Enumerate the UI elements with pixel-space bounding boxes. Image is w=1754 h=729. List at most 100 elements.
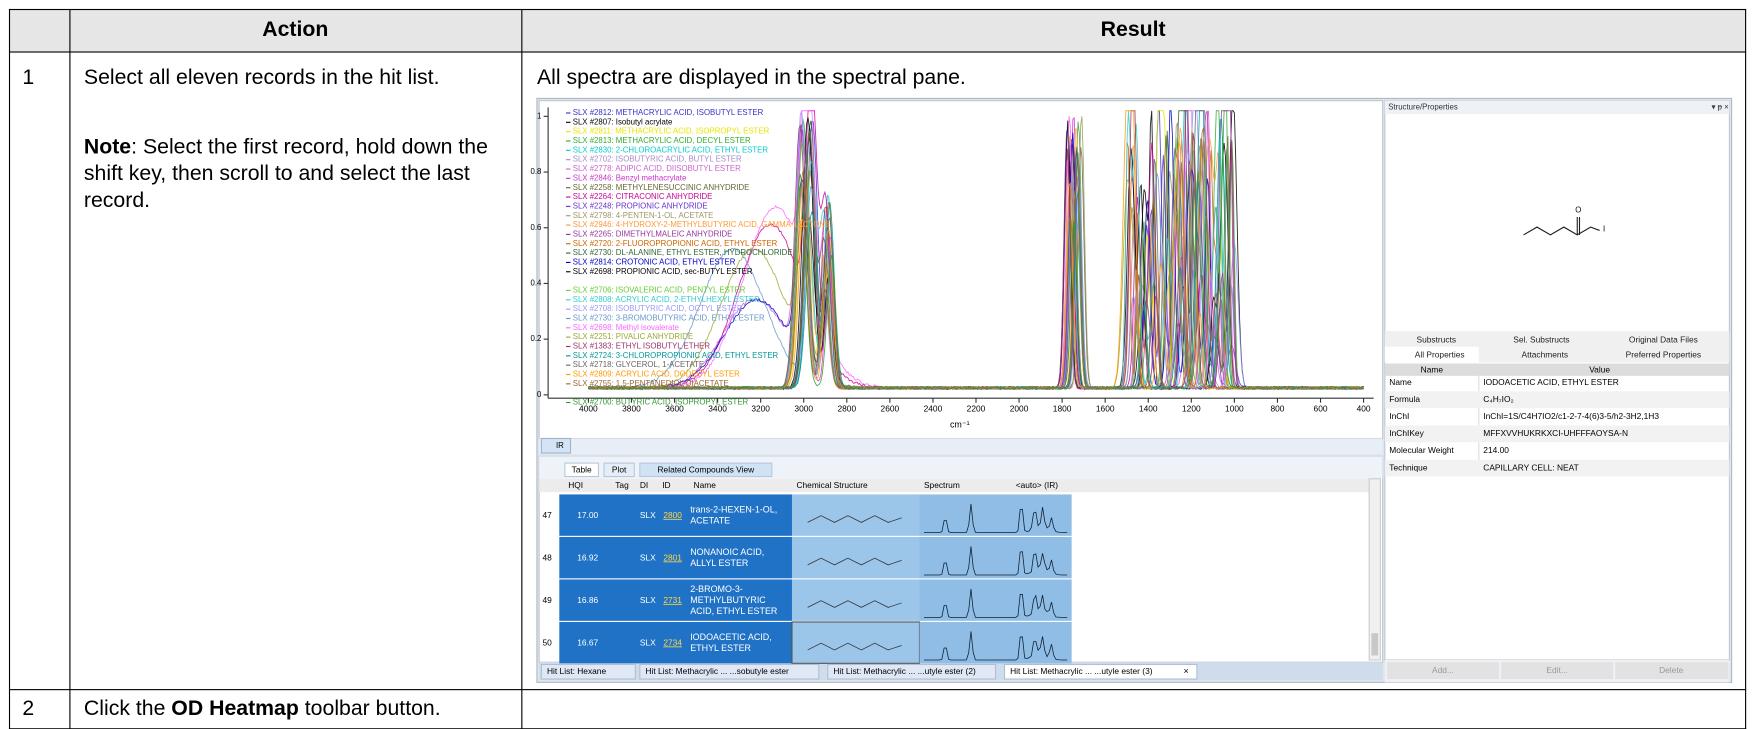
legend-label: SLX #2809: ACRYLIC ACID, DODECYL ESTER xyxy=(573,370,740,379)
button-name: OD Heatmap xyxy=(171,696,299,721)
tab-bg xyxy=(1003,663,1198,680)
x-tick-label: 4000 xyxy=(579,404,598,414)
source: SLX xyxy=(640,510,656,520)
tab: Related Compounds View xyxy=(658,465,756,475)
property-value: MFFXVVHUKRKXCI-UHFFFAOYSA-N xyxy=(1483,428,1628,438)
note-label: Note xyxy=(83,135,132,159)
tab: IR xyxy=(556,441,564,450)
compound-name: 2-BROMO-3-METHYLBUTYRIC ACID, ETHYL ESTE… xyxy=(690,583,778,617)
header-bg xyxy=(8,8,1746,52)
border xyxy=(69,8,71,729)
x-tick-label: 1600 xyxy=(1096,404,1115,414)
hqi: 17.00 xyxy=(577,510,598,520)
row-number: 47 xyxy=(543,510,553,520)
legend-label: SLX #2706: ISOVALERIC ACID, PENTYL ESTER xyxy=(573,286,746,295)
hqi: 16.67 xyxy=(577,637,598,647)
spectrum-thumbnail xyxy=(923,503,1068,533)
record-id: 2734 xyxy=(663,637,682,647)
y-tick-label: 0.4 xyxy=(531,279,543,288)
close-button[interactable]: × xyxy=(1184,666,1189,676)
text: Click the xyxy=(83,696,172,721)
legend-label: SLX #2718: GLYCEROL, 1-ACETATE xyxy=(573,360,704,369)
legend-label: SLX #2702: ISOBUTYRIC ACID, BUTYL ESTER xyxy=(573,155,742,164)
structure-drawing xyxy=(807,600,902,608)
y-tick-label: 0 xyxy=(537,390,542,399)
property-value: 214.00 xyxy=(1483,445,1509,455)
property-name: Formula xyxy=(1389,394,1420,404)
record-id: 2801 xyxy=(663,552,682,562)
tab: Table xyxy=(572,465,592,475)
text: toolbar button. xyxy=(298,696,441,721)
structure-drawing xyxy=(807,642,902,651)
row-number: 50 xyxy=(543,637,553,647)
atom-label: O xyxy=(1575,205,1581,214)
row-bg xyxy=(1384,391,1730,409)
action-text: Select all eleven records in the hit lis… xyxy=(83,65,440,90)
x-tick-label: 3400 xyxy=(708,404,727,414)
x-tick-label: 400 xyxy=(1357,404,1371,414)
y-tick-label: 0.8 xyxy=(531,167,543,176)
tab-bg xyxy=(639,462,773,478)
row-cell xyxy=(559,579,792,621)
atom-label: I xyxy=(1603,224,1605,233)
y-tick-label: 0.6 xyxy=(531,223,543,232)
compound-name: trans-2-HEXEN-1-OL, ACETATE xyxy=(690,504,778,526)
note-text: : Select the first record, hold down the… xyxy=(83,135,488,213)
legend-label: SLX #2730: 3-BROMOBUTYRIC ACID, ETHYL ES… xyxy=(573,314,765,323)
tab-bg xyxy=(603,462,635,478)
row-cell xyxy=(559,494,792,536)
x-tick-label: 800 xyxy=(1270,404,1284,414)
x-tick-label: 2000 xyxy=(1010,404,1029,414)
legend-label: SLX #2730: DL-ALANINE, ETHYL ESTER, HYDR… xyxy=(573,248,793,257)
y-tick-label: 0.2 xyxy=(531,334,542,343)
x-tick-label: 2600 xyxy=(881,404,900,414)
legend-label: SLX #2708: ISOBUTYRIC ACID, OCTYL ESTER xyxy=(573,304,743,313)
legend-label: SLX #2807: Isobutyl acrylate xyxy=(573,117,673,126)
x-tick-label: 3200 xyxy=(751,404,770,414)
x-tick-label: 2200 xyxy=(967,404,986,414)
action-text: Click the OD Heatmap toolbar button. xyxy=(84,696,441,723)
legend-label: SLX #2265: DIMETHYLMALEIC ANHYDRIDE xyxy=(573,229,733,238)
column-header: Result xyxy=(1100,17,1166,42)
step-number: 2 xyxy=(22,696,35,721)
source: SLX xyxy=(640,595,656,605)
panel-title: Structure/Properties xyxy=(1388,102,1458,111)
button: Delete xyxy=(1659,665,1684,675)
note: Note: Select the first record, hold down… xyxy=(84,134,509,215)
property-value: InChI=1S/C4H7IO2/c1-2-7-4(6)3-5/h2-3H2,1… xyxy=(1483,411,1659,421)
legend-label: SLX #2808: ACRYLIC ACID, 2-ETHYLHEXYL ES… xyxy=(573,295,760,304)
row-number: 48 xyxy=(543,552,553,562)
result-text: All spectra are displayed in the spectra… xyxy=(536,65,966,90)
property-name: InChI xyxy=(1389,411,1409,421)
source: SLX xyxy=(640,552,656,562)
button: Edit... xyxy=(1546,665,1567,675)
border xyxy=(521,8,523,729)
column-header: <auto> (IR) xyxy=(1016,480,1059,490)
column-header: Chemical Structure xyxy=(796,480,868,490)
button: Add... xyxy=(1432,665,1454,675)
x-tick-label: 1200 xyxy=(1182,404,1201,414)
tab: Attachments xyxy=(1522,349,1569,359)
legend-label: SLX #2798: 4-PENTEN-1-OL, ACETATE xyxy=(573,211,714,220)
hqi: 16.92 xyxy=(577,552,598,562)
x-tick-label: 1400 xyxy=(1139,404,1158,414)
spectrum-line xyxy=(588,110,1364,391)
border xyxy=(8,8,11,729)
tab: Sel. Substructs xyxy=(1513,334,1569,344)
column-header: DI xyxy=(640,480,648,490)
step-number: 1 xyxy=(22,65,35,90)
column-header: Name xyxy=(694,480,717,490)
legend-label: SLX #2698: PROPIONIC ACID, sec-BUTYL EST… xyxy=(573,267,753,276)
spectrum-thumbnail xyxy=(923,631,1068,661)
x-tick-label: 1000 xyxy=(1225,404,1244,414)
legend-label: SLX #2778: ADIPIC ACID, DIISOBUTYL ESTER xyxy=(573,164,741,173)
legend-label: SLX #2813: METHACRYLIC ACID, DECYL ESTER xyxy=(573,136,751,145)
x-tick-label: 2400 xyxy=(924,404,943,414)
spectrum-line xyxy=(588,110,1364,391)
legend-label: SLX #2812: METHACRYLIC ACID, ISOBUTYL ES… xyxy=(573,108,764,117)
legend-label: SLX #2830: 2-CHLOROACRYLIC ACID, ETHYL E… xyxy=(573,145,769,154)
legend-label: SLX #2258: METHYLENESUCCINIC ANHYDRIDE xyxy=(573,183,750,192)
